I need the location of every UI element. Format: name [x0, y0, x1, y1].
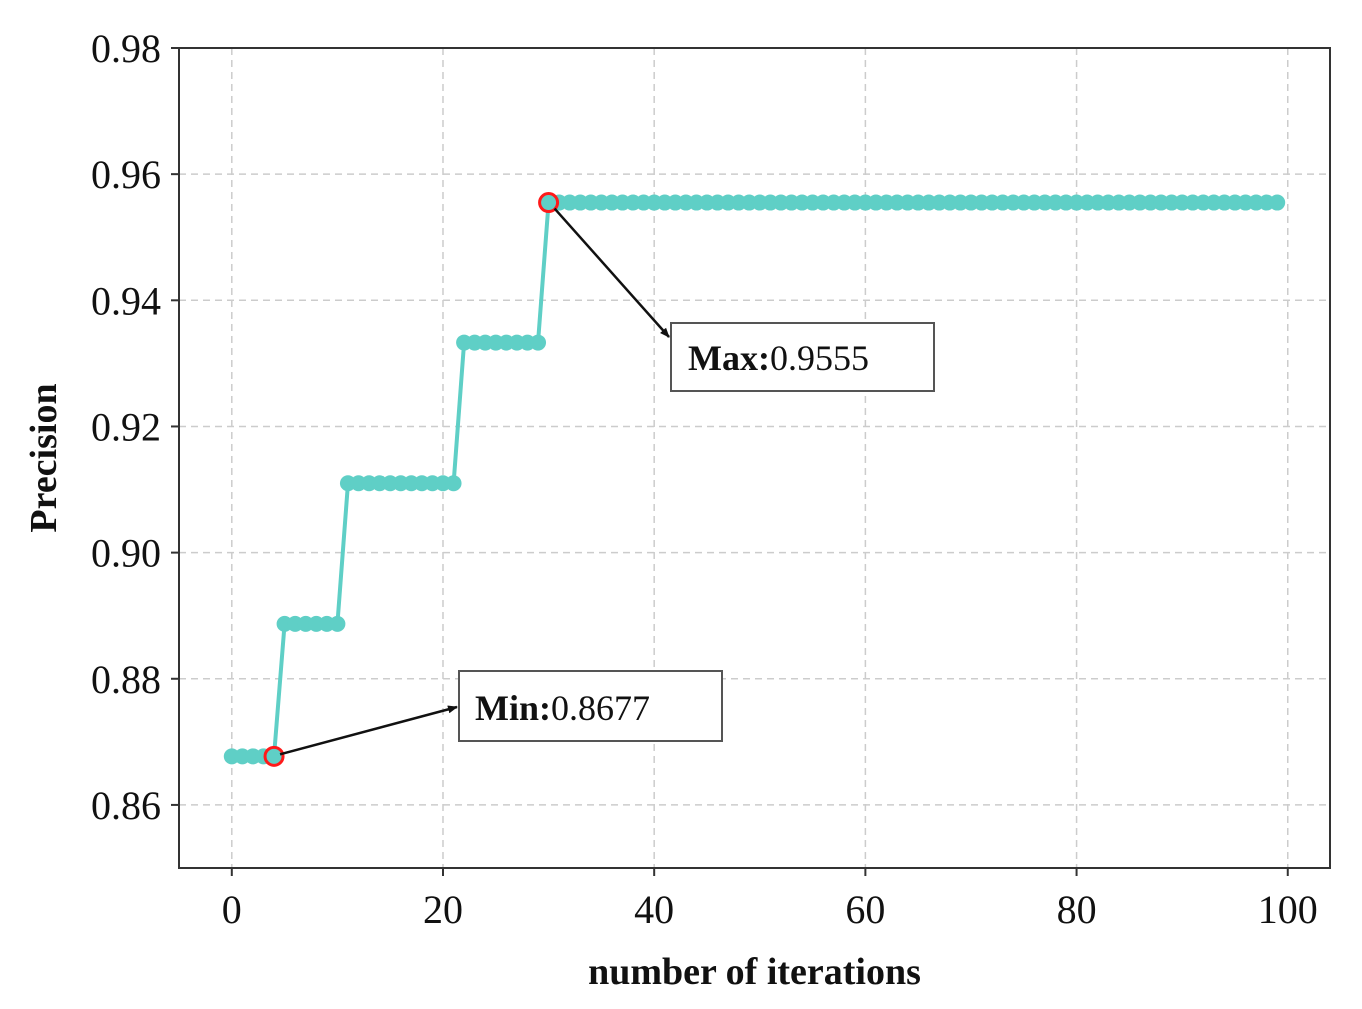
extremum-marker [263, 745, 285, 767]
x-axis-title: number of iterations [588, 951, 921, 993]
ticks: 0 20 40 60 80 100 0.86 0.88 0.90 0.92 0.94 0.96 0.98 [91, 26, 1318, 932]
data-point [445, 475, 462, 492]
y-tick-label: 0.88 [91, 657, 161, 702]
x-tick-label: 20 [423, 887, 463, 932]
annotation-arrow [553, 207, 670, 338]
x-tick-label: 100 [1258, 887, 1318, 932]
y-tick-label: 0.96 [91, 152, 161, 197]
annotation-label: Max:0.9555 [688, 338, 869, 378]
x-tick-label: 40 [634, 887, 674, 932]
annotations: Min:0.8677 Max:0.9555 [263, 192, 935, 767]
plot-frame [178, 47, 1331, 869]
y-tick-label: 0.94 [91, 278, 161, 323]
data-point [266, 748, 283, 765]
annotation-value: 0.9555 [770, 338, 869, 378]
y-axis-title: Precision [23, 383, 65, 532]
data-point [329, 615, 346, 632]
y-tick-label: 0.92 [91, 404, 161, 449]
annotation-value: 0.8677 [551, 688, 650, 728]
data-point [1269, 194, 1286, 211]
x-tick-label: 80 [1057, 887, 1097, 932]
annotation-box [458, 670, 723, 742]
y-tick-label: 0.90 [91, 531, 161, 576]
annotation-arrow [279, 705, 458, 756]
grid [179, 47, 1330, 868]
annotation-key: Min: [475, 688, 551, 728]
extremum-marker [538, 192, 560, 214]
annotation-box [670, 322, 935, 392]
x-tick-label: 0 [222, 887, 242, 932]
series-layer [223, 194, 1286, 765]
y-tick-label: 0.98 [91, 26, 161, 71]
annotation-key: Max: [688, 338, 770, 378]
x-tick-label: 60 [845, 887, 885, 932]
data-point [530, 334, 547, 351]
y-tick-label: 0.86 [91, 783, 161, 828]
annotation-label: Min:0.8677 [475, 688, 650, 728]
